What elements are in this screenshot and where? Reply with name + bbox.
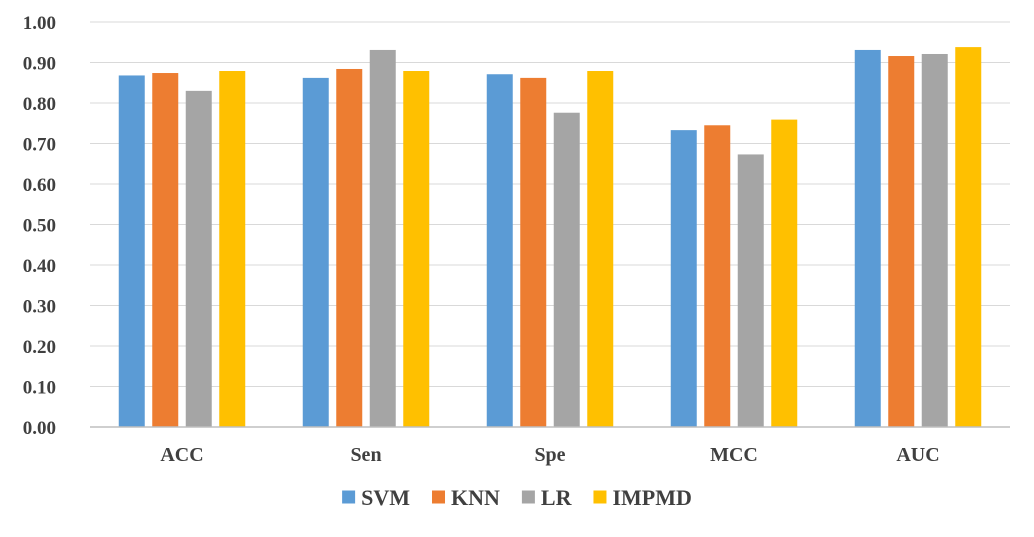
legend: SVM KNN LR IMPMD	[342, 485, 692, 510]
bar-svm-sen	[302, 77, 329, 427]
bar-lr-spe	[553, 112, 580, 427]
legend-swatch	[593, 490, 607, 504]
x-tick-label: MCC	[710, 444, 758, 466]
bar-knn-auc	[888, 56, 915, 428]
bar-knn-mcc	[704, 125, 731, 428]
y-tick-label: 1.00	[23, 13, 56, 34]
bar-impmd-spe	[587, 71, 614, 427]
y-tick-label: 0.80	[23, 94, 56, 115]
legend-swatch	[432, 490, 446, 504]
x-tick-label: ACC	[160, 444, 203, 466]
x-tick-label: Spe	[534, 444, 565, 466]
legend-swatch	[521, 490, 535, 504]
x-tick-label: AUC	[896, 444, 939, 466]
bar-knn-spe	[520, 77, 547, 427]
y-tick-label: 0.70	[23, 135, 56, 156]
bar-lr-auc	[921, 53, 948, 428]
y-tick-label: 0.00	[23, 418, 56, 439]
x-axis-labels: ACC Sen Spe MCC AUC	[160, 444, 939, 466]
y-tick-label: 0.50	[23, 216, 56, 237]
bar-svm-auc	[854, 49, 881, 427]
legend-label: LR	[541, 485, 573, 510]
bar-impmd-mcc	[771, 119, 798, 427]
y-tick-label: 0.20	[23, 337, 56, 358]
bar-impmd-acc	[219, 71, 246, 427]
legend-label: IMPMD	[612, 485, 691, 510]
bar-impmd-sen	[403, 71, 430, 427]
bar-knn-acc	[152, 73, 179, 427]
legend-label: SVM	[361, 485, 410, 510]
x-tick-label: Sen	[350, 444, 381, 466]
legend-item-impmd: IMPMD	[593, 485, 692, 510]
bar-svm-spe	[486, 74, 513, 428]
bar-lr-sen	[369, 49, 396, 427]
bars	[118, 47, 982, 428]
y-tick-label: 0.10	[23, 378, 56, 399]
bar-lr-acc	[185, 90, 212, 427]
bar-knn-sen	[336, 68, 363, 427]
bar-impmd-auc	[955, 47, 982, 428]
bar-svm-mcc	[670, 130, 697, 427]
y-tick-label: 0.60	[23, 175, 56, 196]
y-tick-label: 0.40	[23, 256, 56, 277]
y-axis-ticks: 0.00 0.10 0.20 0.30 0.40 0.50 0.60 0.70 0.80 0.90…	[23, 13, 56, 439]
legend-item-knn: KNN	[432, 485, 500, 510]
legend-swatch	[342, 490, 356, 504]
y-tick-label: 0.90	[23, 54, 56, 75]
legend-item-lr: LR	[521, 485, 573, 510]
bar-svm-acc	[118, 75, 145, 428]
legend-label: KNN	[451, 485, 500, 510]
y-tick-label: 0.30	[23, 297, 56, 318]
legend-item-svm: SVM	[342, 485, 410, 510]
bar-lr-mcc	[737, 154, 764, 427]
